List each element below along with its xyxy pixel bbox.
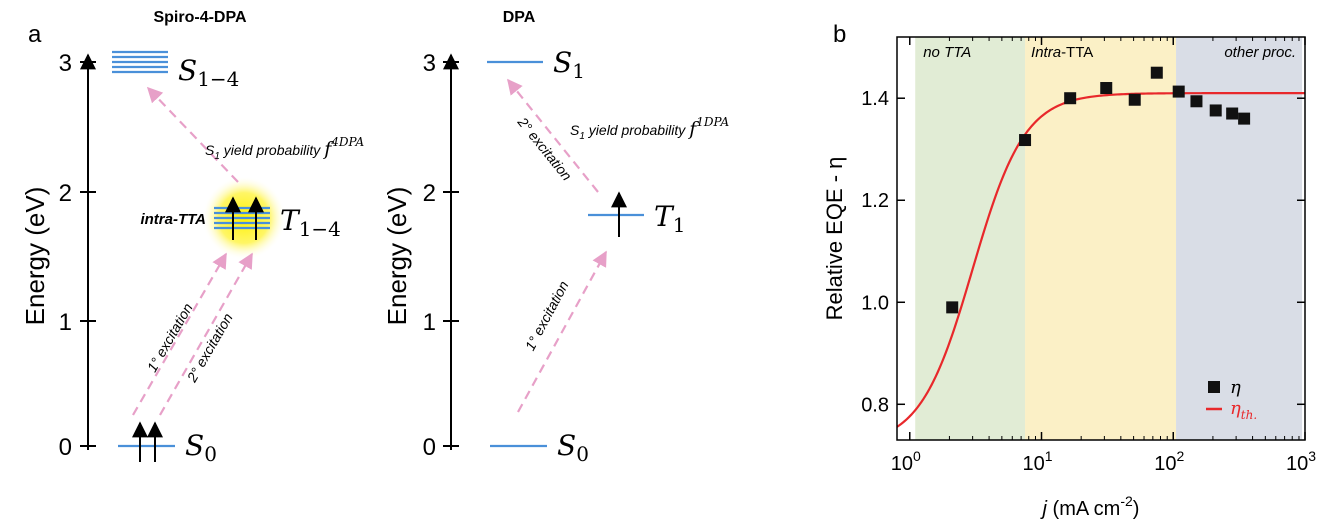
left-tick-label-1: 1 [59,309,72,336]
t1-4-spin-arrows [225,196,264,240]
region-label-other-proc: other proc. [1224,44,1296,61]
left-excitation-arrows [132,86,253,416]
left-excitation-1-label: 1° excitation [144,300,196,374]
legend-label-eta: η [1230,377,1241,398]
dpa-s1-label: S1 [553,46,585,83]
data-point [1190,95,1203,108]
data-point [1238,112,1251,125]
region-0 [915,37,1026,440]
x-tick-label: 100 [891,448,921,475]
data-point [1150,66,1163,79]
dpa-s0-label: S0 [557,429,589,466]
left-axis-title: Energy (eV) [20,187,50,326]
data-point [1100,82,1113,95]
x-tick-label: 103 [1286,448,1316,475]
fit-curve-eta-th [896,92,1305,428]
y-axis-title: Relative EQE - η [822,157,847,321]
panel-b-label: b [833,21,846,48]
left-excitation-2-label: 2° excitation [183,310,236,385]
x-tick-label: 101 [1022,448,1052,475]
x-axis-title: j (mA cm-2) [1040,493,1140,520]
data-point [1128,93,1141,106]
left-axis-ticks [80,61,96,447]
data-point [1172,85,1185,98]
region-label-intra-tta: Intra-TTA [1031,44,1093,61]
s1-4-levels [112,50,168,74]
data-point [946,301,959,314]
right-excitation-2-label: 2° excitation [514,113,575,183]
right-tick-label-0: 0 [423,434,436,461]
left-tick-label-2: 2 [59,180,72,207]
y-tick-label: 0.8 [861,394,889,416]
x-tick-label: 102 [1154,448,1184,475]
spiro-title: Spiro-4-DPA [153,9,246,26]
y-tick-label: 1.2 [861,190,889,212]
dpa-title: DPA [503,9,536,26]
t1-4-label: T1−4 [280,204,341,241]
legend-marker-eta [1208,381,1220,393]
region-label-no-tta: no TTA [923,44,971,61]
y-tick-label: 1.0 [861,292,889,314]
dpa-diagram: DPA 0 1 2 3 Energy (eV) S1 T1 S0 1° exci… [382,9,729,466]
data-point [1019,134,1032,147]
region-1 [1025,37,1177,440]
left-tick-label-0: 0 [59,434,72,461]
data-point [1209,104,1222,117]
dpa-t1-label: T1 [654,200,685,237]
right-axis-title: Energy (eV) [382,187,412,326]
s0-label: S0 [185,429,217,466]
legend-label-eta-th: ηth. [1230,398,1257,422]
right-tick-label-3: 3 [423,50,436,77]
plot-frame [896,36,1306,441]
right-excitation-arrows [507,78,607,413]
data-point [1064,92,1077,105]
right-excitation-1-label: 1° excitation [522,278,572,353]
intra-tta-label: intra-TTA [140,211,206,228]
eqe-chart: no TTA Intra-TTA other proc. 0.8 1.0 1.2 1.4 10… [822,36,1316,520]
panel-a-label: a [28,21,42,48]
spiro-4-dpa-diagram: Spiro-4-DPA 0 1 2 3 Energy (eV) S1−4 [20,9,364,466]
s1-4-label: S1−4 [178,54,239,91]
left-yield-label: S1 yield probability f4DPA [205,135,364,162]
data-point [1226,107,1239,120]
right-yield-label: S1 yield probability f1DPA [570,115,729,142]
right-axis-ticks [443,61,459,447]
y-tick-label: 1.4 [861,88,889,110]
right-tick-label-1: 1 [423,309,436,336]
right-tick-label-2: 2 [423,180,436,207]
s0-spin-arrows [132,421,163,462]
left-tick-label-3: 3 [59,50,72,77]
